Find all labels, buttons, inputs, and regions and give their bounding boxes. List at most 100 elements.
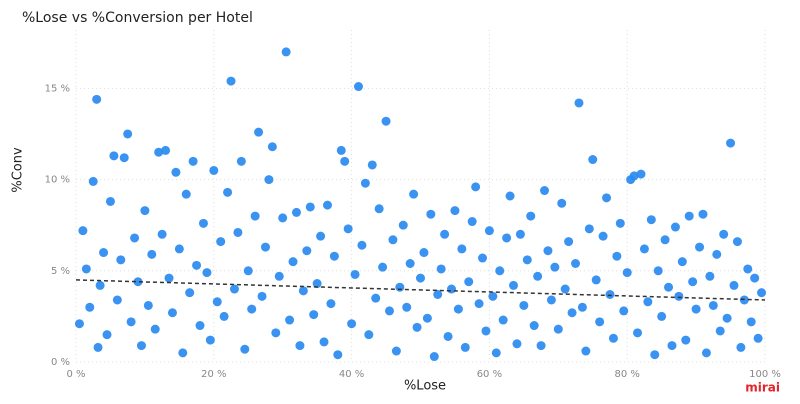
x-tick-label: 40 % bbox=[339, 369, 364, 380]
point bbox=[746, 317, 756, 327]
point bbox=[557, 198, 567, 208]
point bbox=[81, 264, 91, 274]
point bbox=[615, 218, 625, 228]
point bbox=[147, 249, 157, 259]
point bbox=[112, 295, 122, 305]
point bbox=[312, 279, 322, 289]
point bbox=[353, 82, 363, 92]
point bbox=[416, 273, 425, 283]
point bbox=[202, 268, 212, 278]
point bbox=[319, 337, 329, 347]
point bbox=[440, 229, 450, 239]
point bbox=[422, 313, 432, 323]
point bbox=[657, 311, 667, 321]
point bbox=[198, 218, 208, 228]
point bbox=[509, 280, 519, 290]
point bbox=[223, 187, 233, 197]
point bbox=[481, 326, 491, 336]
point bbox=[205, 335, 215, 345]
point bbox=[295, 341, 305, 351]
point bbox=[515, 229, 525, 239]
point bbox=[384, 306, 394, 316]
point bbox=[564, 237, 574, 247]
point bbox=[260, 242, 270, 252]
point bbox=[591, 275, 601, 285]
point bbox=[271, 328, 281, 338]
point bbox=[519, 300, 529, 310]
point bbox=[550, 262, 560, 272]
point bbox=[608, 333, 618, 343]
point bbox=[402, 302, 412, 312]
point bbox=[684, 211, 694, 221]
point bbox=[522, 255, 532, 265]
point bbox=[243, 266, 253, 276]
point bbox=[677, 257, 687, 267]
point bbox=[457, 244, 467, 254]
point bbox=[240, 344, 250, 354]
point bbox=[126, 317, 136, 327]
point bbox=[133, 277, 143, 287]
point bbox=[643, 297, 653, 307]
point bbox=[316, 231, 326, 241]
point bbox=[278, 213, 288, 223]
point bbox=[329, 251, 339, 261]
point bbox=[526, 211, 536, 221]
x-tick-label: 80 % bbox=[614, 369, 639, 380]
point bbox=[529, 321, 539, 331]
point bbox=[743, 264, 753, 274]
point bbox=[188, 156, 198, 166]
point bbox=[512, 339, 522, 349]
point bbox=[701, 348, 711, 358]
point bbox=[698, 209, 708, 219]
point bbox=[298, 286, 308, 296]
point bbox=[229, 284, 239, 294]
point bbox=[712, 249, 722, 259]
point bbox=[695, 242, 705, 252]
point bbox=[116, 255, 126, 265]
point bbox=[140, 206, 150, 216]
point bbox=[322, 200, 332, 210]
point bbox=[478, 253, 488, 263]
point bbox=[250, 211, 260, 221]
point bbox=[471, 182, 481, 192]
point bbox=[216, 237, 226, 247]
trend-line bbox=[75, 279, 766, 301]
point bbox=[605, 290, 615, 300]
x-tick-label: 60 % bbox=[477, 369, 502, 380]
point bbox=[333, 350, 343, 360]
point bbox=[119, 153, 129, 163]
point bbox=[584, 224, 594, 234]
point bbox=[154, 147, 164, 157]
point bbox=[288, 257, 298, 267]
point bbox=[708, 300, 718, 310]
point bbox=[164, 273, 174, 283]
x-tick-label: 100 % bbox=[749, 369, 781, 380]
point bbox=[378, 262, 388, 272]
point bbox=[209, 165, 219, 175]
point bbox=[650, 350, 660, 360]
point bbox=[360, 178, 370, 188]
point bbox=[236, 156, 246, 166]
point bbox=[174, 244, 184, 254]
point bbox=[171, 167, 181, 177]
point bbox=[574, 98, 584, 108]
point bbox=[309, 310, 319, 320]
point bbox=[664, 282, 674, 292]
y-tick-label: 15 % bbox=[45, 83, 70, 94]
point bbox=[350, 269, 360, 279]
point bbox=[536, 341, 546, 351]
point bbox=[595, 317, 605, 327]
point bbox=[281, 47, 291, 57]
point bbox=[553, 324, 563, 334]
point bbox=[540, 186, 550, 196]
x-tick-label: 0 % bbox=[66, 369, 85, 380]
point bbox=[178, 348, 188, 358]
point bbox=[757, 288, 767, 298]
point bbox=[447, 284, 457, 294]
point bbox=[691, 304, 701, 314]
point bbox=[602, 193, 612, 203]
point bbox=[622, 268, 632, 278]
point bbox=[99, 248, 109, 258]
point bbox=[285, 315, 295, 325]
